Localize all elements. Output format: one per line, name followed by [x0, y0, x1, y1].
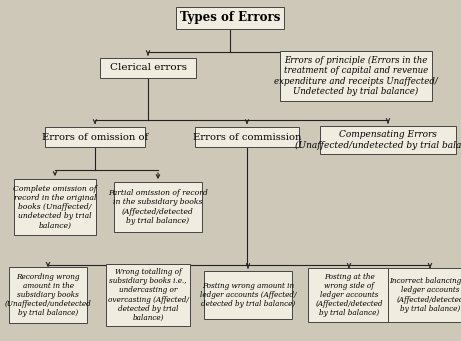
FancyBboxPatch shape — [100, 58, 196, 78]
Text: Types of Errors: Types of Errors — [180, 12, 280, 25]
FancyBboxPatch shape — [106, 264, 190, 326]
Text: Wrong totalling of
subsidiary books i.e.,
undercasting or
overcasting (Affected/: Wrong totalling of subsidiary books i.e.… — [107, 268, 189, 322]
FancyBboxPatch shape — [176, 7, 284, 29]
Text: Compensating Errors
(Unaffected/undetected by trial balance): Compensating Errors (Unaffected/undetect… — [295, 130, 461, 150]
Text: Errors of omission of: Errors of omission of — [42, 133, 148, 142]
Text: Errors of commission: Errors of commission — [193, 133, 301, 142]
Text: Partial omission of record
in the subsidiary books
(Affected/detected
by trial b: Partial omission of record in the subsid… — [108, 189, 208, 225]
FancyBboxPatch shape — [9, 267, 87, 323]
Text: Recording wrong
amount in the
subsidiary books
(Unaffected/undetected
by trial b: Recording wrong amount in the subsidiary… — [5, 272, 91, 317]
FancyBboxPatch shape — [320, 126, 456, 154]
FancyBboxPatch shape — [388, 268, 461, 322]
Text: Errors of principle (Errors in the
treatment of capital and revenue
expenditure : Errors of principle (Errors in the treat… — [274, 56, 438, 96]
Text: Posting wrong amount in
ledger accounts (Affected/
detected by trial balance): Posting wrong amount in ledger accounts … — [200, 282, 296, 308]
FancyBboxPatch shape — [280, 51, 432, 101]
FancyBboxPatch shape — [308, 268, 390, 322]
Text: Incorrect balancing of
ledger accounts
(Affected/detected
by trial balance): Incorrect balancing of ledger accounts (… — [389, 277, 461, 313]
FancyBboxPatch shape — [204, 271, 292, 319]
Text: Clerical errors: Clerical errors — [110, 63, 187, 73]
FancyBboxPatch shape — [14, 179, 96, 235]
Text: Posting at the
wrong side of
ledger accounts
(Affected/detected
by trial balance: Posting at the wrong side of ledger acco… — [315, 272, 383, 317]
Text: Complete omission of
record in the original
books (Unaffected/
undetected by tri: Complete omission of record in the origi… — [13, 184, 97, 229]
FancyBboxPatch shape — [114, 182, 202, 232]
FancyBboxPatch shape — [45, 127, 145, 147]
FancyBboxPatch shape — [195, 127, 299, 147]
